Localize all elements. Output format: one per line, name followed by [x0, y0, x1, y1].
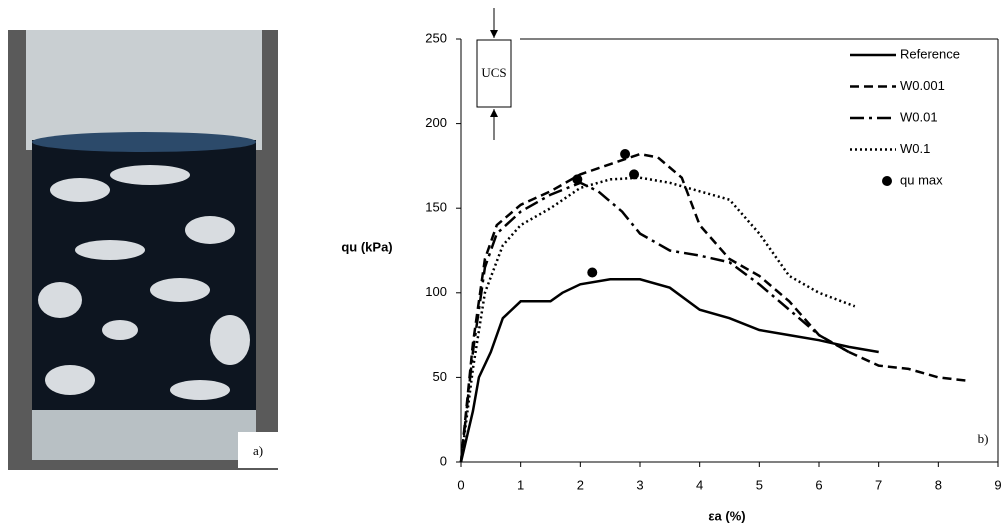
y-tick-label: 200 — [425, 115, 447, 130]
legend-label: W0.01 — [900, 109, 938, 124]
legend-marker — [882, 176, 892, 186]
y-tick-label: 150 — [425, 200, 447, 215]
marker — [587, 267, 598, 278]
y-tick-label: 250 — [425, 30, 447, 45]
x-tick-label: 1 — [517, 477, 524, 492]
legend-label: Reference — [900, 46, 960, 61]
glass-bottom — [32, 410, 256, 460]
panel-label: a) — [253, 443, 263, 458]
x-tick-label: 0 — [457, 477, 464, 492]
ucs-arrowhead — [490, 30, 498, 38]
y-tick-label: 0 — [440, 453, 447, 468]
marker — [629, 169, 640, 180]
x-tick-label: 3 — [636, 477, 643, 492]
liquid-surface — [32, 132, 256, 152]
label-box — [238, 432, 278, 468]
y-tick-label: 50 — [433, 369, 447, 384]
legend-label: qu max — [900, 172, 943, 187]
series-line — [459, 152, 969, 463]
ucs-arrowhead — [490, 109, 498, 117]
glass-top — [26, 30, 262, 150]
y-axis-title: qu (kPa) — [341, 239, 392, 254]
x-tick-label: 9 — [994, 477, 1001, 492]
series-line — [459, 176, 856, 463]
y-tick-label: 100 — [425, 284, 447, 299]
flakes — [38, 165, 250, 400]
x-tick-label: 7 — [875, 477, 882, 492]
legend-label: W0.1 — [900, 141, 930, 156]
series-line — [459, 181, 850, 463]
series-line — [459, 278, 879, 463]
x-tick-label: 6 — [815, 477, 822, 492]
legend-label: W0.001 — [900, 78, 945, 93]
ucs-label: UCS — [481, 65, 506, 80]
x-tick-label: 8 — [935, 477, 942, 492]
x-tick-label: 4 — [696, 477, 703, 492]
marker — [572, 174, 583, 185]
marker — [620, 149, 631, 160]
x-tick-label: 5 — [756, 477, 763, 492]
ucs-box — [476, 39, 512, 108]
x-axis-title: εa (%) — [708, 508, 745, 523]
panel-label: b) — [978, 431, 989, 446]
x-tick-label: 2 — [577, 477, 584, 492]
photo — [8, 30, 278, 470]
